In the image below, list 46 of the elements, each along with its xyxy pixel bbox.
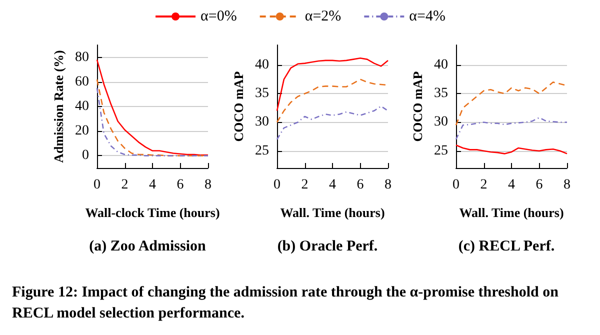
- x-tick-label: 6: [356, 178, 364, 192]
- x-tick-label: 2: [480, 178, 488, 192]
- line-series: [96, 59, 209, 156]
- y-tick-label: 35: [434, 86, 448, 102]
- x-tick-label: 4: [149, 178, 156, 192]
- x-tick-label: 4: [329, 178, 336, 192]
- x-tick-label: 0: [94, 178, 100, 192]
- y-tick-label: 25: [434, 143, 448, 158]
- y-tick-label: 25: [255, 143, 269, 158]
- x-tick-label: 6: [536, 178, 543, 192]
- y-tick-label: 80: [75, 50, 89, 65]
- x-tick-label: 8: [384, 178, 392, 192]
- line-series: [276, 106, 389, 140]
- text: (c) RECL Perf.: [458, 238, 555, 254]
- x-axis-title: Wall-clock Time (hours): [85, 205, 220, 220]
- x-axis-title: Wall. Time (hours): [459, 205, 564, 220]
- x-tick-label: 8: [204, 178, 212, 192]
- y-tick-label: 40: [75, 99, 89, 114]
- line-series: [455, 117, 568, 140]
- line-series: [455, 144, 568, 154]
- line-series: [276, 58, 389, 112]
- text: (b) Oracle Perf.: [277, 238, 378, 254]
- x-axis-title: Wall. Time (hours): [280, 205, 385, 220]
- x-tick-label: 4: [508, 178, 515, 192]
- legend-label: α=4%: [409, 8, 446, 24]
- text: (a) Zoo Admission: [89, 238, 206, 254]
- y-tick-label: 20: [75, 124, 89, 139]
- x-tick-label: 8: [564, 178, 570, 192]
- x-tick-label: 2: [301, 178, 308, 192]
- y-axis-title: COCO mAP: [410, 71, 425, 142]
- y-tick-label: 40: [434, 58, 448, 73]
- caption: Figure 12: Impact of changing the admission rate through the α-promise threshold on RECL model selection performance.: [12, 284, 562, 322]
- x-tick-label: 2: [121, 178, 128, 192]
- y-tick-label: 60: [75, 74, 89, 90]
- x-tick-label: 0: [274, 178, 280, 192]
- legend-label: α=0%: [200, 8, 237, 24]
- y-tick-label: 0: [82, 148, 89, 164]
- legend-label: α=2%: [304, 8, 342, 24]
- y-tick-label: 35: [255, 86, 269, 102]
- y-tick-label: 30: [434, 114, 448, 130]
- y-tick-label: 40: [255, 58, 269, 73]
- x-tick-label: 0: [452, 178, 460, 192]
- x-tick-label: 6: [176, 178, 184, 192]
- y-axis-title: Admission Rate (%): [51, 50, 66, 163]
- y-axis-title: COCO mAP: [231, 71, 246, 142]
- y-tick-label: 30: [255, 114, 269, 130]
